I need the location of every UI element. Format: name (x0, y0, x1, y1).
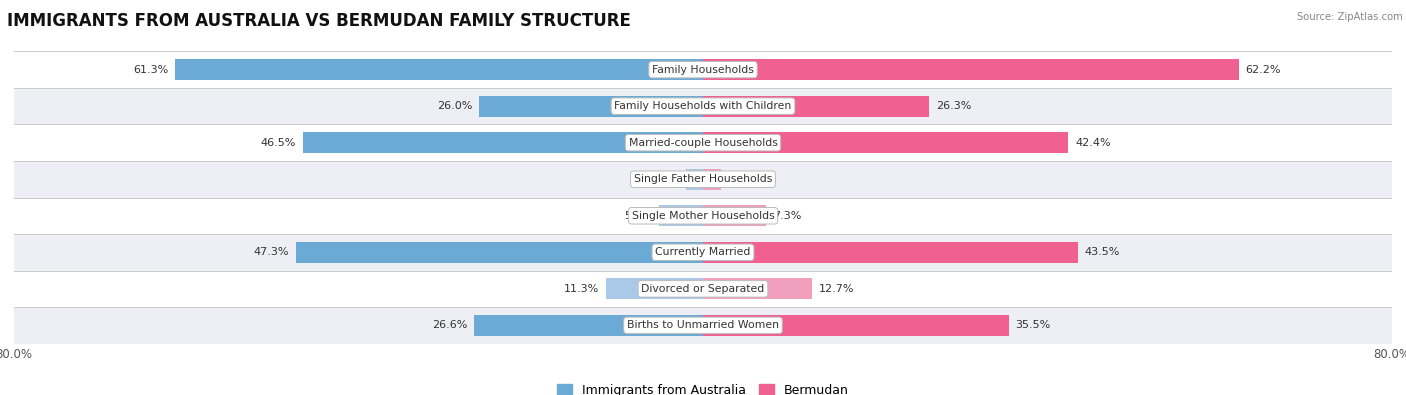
Text: Divorced or Separated: Divorced or Separated (641, 284, 765, 294)
Text: 43.5%: 43.5% (1084, 247, 1119, 257)
Bar (703, 169, 721, 190)
Text: 26.6%: 26.6% (432, 320, 467, 330)
Text: IMMIGRANTS FROM AUSTRALIA VS BERMUDAN FAMILY STRUCTURE: IMMIGRANTS FROM AUSTRALIA VS BERMUDAN FA… (7, 12, 631, 30)
Bar (474, 315, 703, 336)
Text: 7.3%: 7.3% (773, 211, 801, 221)
Text: Family Households: Family Households (652, 65, 754, 75)
Bar (703, 315, 1008, 336)
Bar (703, 205, 766, 226)
Text: 26.3%: 26.3% (936, 101, 972, 111)
Bar (14, 307, 1392, 344)
Text: 62.2%: 62.2% (1246, 65, 1281, 75)
Text: 61.3%: 61.3% (134, 65, 169, 75)
Text: 26.0%: 26.0% (437, 101, 472, 111)
Text: 12.7%: 12.7% (820, 284, 855, 294)
Text: Births to Unmarried Women: Births to Unmarried Women (627, 320, 779, 330)
Bar (703, 59, 1239, 80)
Text: Married-couple Households: Married-couple Households (628, 138, 778, 148)
Bar (176, 59, 703, 80)
Legend: Immigrants from Australia, Bermudan: Immigrants from Australia, Bermudan (553, 379, 853, 395)
Bar (703, 242, 1077, 263)
Bar (14, 234, 1392, 271)
Text: 42.4%: 42.4% (1076, 138, 1111, 148)
Bar (295, 242, 703, 263)
Bar (14, 88, 1392, 124)
Bar (14, 51, 1392, 88)
Text: 2.1%: 2.1% (728, 174, 756, 184)
Bar (703, 278, 813, 299)
Bar (703, 132, 1069, 153)
Bar (606, 278, 703, 299)
Bar (14, 124, 1392, 161)
Bar (686, 169, 703, 190)
Bar (14, 271, 1392, 307)
Text: Single Mother Households: Single Mother Households (631, 211, 775, 221)
Text: Source: ZipAtlas.com: Source: ZipAtlas.com (1298, 12, 1403, 22)
Text: 47.3%: 47.3% (253, 247, 288, 257)
Bar (14, 198, 1392, 234)
Text: Currently Married: Currently Married (655, 247, 751, 257)
Text: Single Father Households: Single Father Households (634, 174, 772, 184)
Text: 46.5%: 46.5% (260, 138, 295, 148)
Text: 35.5%: 35.5% (1015, 320, 1050, 330)
Bar (302, 132, 703, 153)
Bar (14, 161, 1392, 198)
Bar (479, 96, 703, 117)
Text: Family Households with Children: Family Households with Children (614, 101, 792, 111)
Bar (703, 96, 929, 117)
Bar (659, 205, 703, 226)
Text: 5.1%: 5.1% (624, 211, 652, 221)
Text: 11.3%: 11.3% (564, 284, 599, 294)
Text: 2.0%: 2.0% (651, 174, 679, 184)
